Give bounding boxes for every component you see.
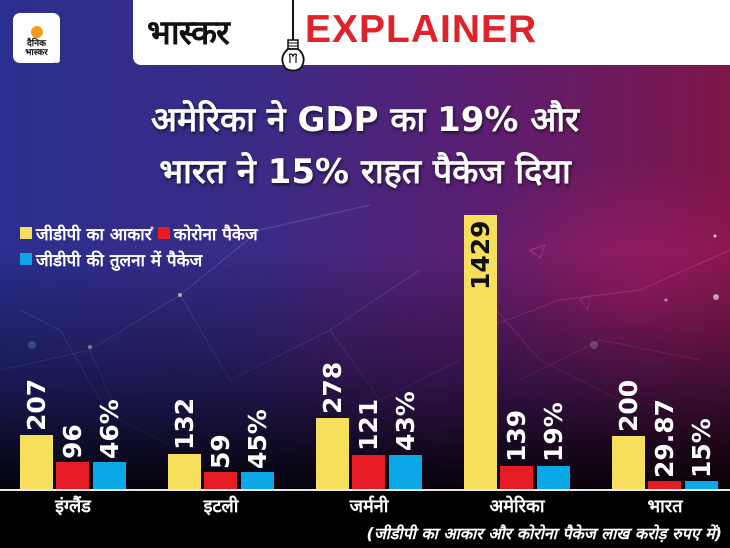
explainer-banner (133, 0, 730, 65)
value-label: 132 (170, 397, 199, 450)
title-line-1: अमेरिका ने GDP का 19% और (150, 100, 580, 140)
bar-england-package (56, 462, 89, 489)
x-axis-baseline (0, 489, 730, 491)
bar-italy-percent (241, 472, 274, 489)
value-label: 200 (614, 379, 643, 432)
brand-english: EXPLAINER (305, 8, 538, 51)
chart-legend: जीडीपी का आकार कोरोना पैकेज जीडीपी की तु… (20, 220, 264, 272)
footer-background (0, 489, 730, 548)
bar-usa-percent (537, 466, 570, 489)
blue-swatch-icon (20, 253, 32, 265)
value-label: 1429 (466, 220, 495, 290)
bar-india-package (648, 481, 681, 489)
legend-label: जीडीपी का आकार (36, 224, 152, 245)
legend-item-gdp-size: जीडीपी का आकार (20, 222, 152, 245)
category-label-india: भारत (647, 496, 683, 517)
legend-label: कोरोना पैकेज (173, 224, 258, 245)
page-title: अमेरिका ने GDP का 19% और भारत ने 15% राह… (0, 94, 730, 198)
value-label: 139 (502, 409, 531, 462)
value-label: 29.87 (650, 398, 679, 478)
units-note: (जीडीपी का आकार और कोरोना पैकेज लाख करोड… (366, 524, 722, 543)
value-label: 45% (243, 409, 272, 469)
legend-item-package-vs-gdp: जीडीपी की तुलना में पैकेज (20, 248, 202, 271)
bar-england-gdp (20, 435, 53, 489)
value-label: 15% (687, 418, 716, 478)
value-label: 207 (22, 378, 51, 431)
value-label: 121 (354, 398, 383, 451)
category-label-italy: इटली (203, 496, 239, 517)
value-label: 19% (539, 402, 568, 462)
brand-hindi: भास्कर (147, 13, 230, 53)
yellow-swatch-icon (20, 227, 32, 239)
bottom-dark-gradient (0, 250, 730, 495)
value-label: 59 (206, 434, 235, 469)
category-label-england: इंग्लैंड (55, 496, 91, 517)
logo-speech-dot (54, 57, 60, 63)
category-label-usa: अमेरिका (489, 496, 545, 517)
logo-text: दैनिक भास्कर (25, 39, 48, 58)
bar-germany-percent (389, 455, 422, 489)
value-label: 278 (318, 361, 347, 414)
title-line-2: भारत ने 15% राहत पैकेज दिया (159, 152, 571, 192)
bar-india-gdp (612, 436, 645, 489)
bar-germany-package (352, 455, 385, 489)
value-label: 46% (95, 399, 124, 459)
legend-item-corona-package: कोरोना पैकेज (157, 222, 258, 245)
bar-germany-gdp (316, 418, 349, 489)
bar-usa-gdp (464, 215, 497, 489)
sun-icon (30, 26, 43, 38)
bulb-wire (292, 0, 294, 42)
legend-label: जीडीपी की तुलना में पैकेज (36, 250, 203, 271)
category-label-germany: जर्मनी (349, 496, 389, 517)
value-label: 96 (58, 424, 87, 459)
bar-england-percent (93, 462, 126, 489)
bar-usa-package (500, 466, 533, 489)
bar-italy-package (204, 472, 237, 489)
bar-india-percent (685, 481, 718, 489)
lightbulb-icon (281, 39, 305, 72)
red-swatch-icon (157, 227, 170, 239)
value-label: 43% (391, 391, 420, 451)
dainik-bhaskar-logo: दैनिक भास्कर (13, 13, 60, 63)
bar-italy-gdp (168, 454, 201, 489)
